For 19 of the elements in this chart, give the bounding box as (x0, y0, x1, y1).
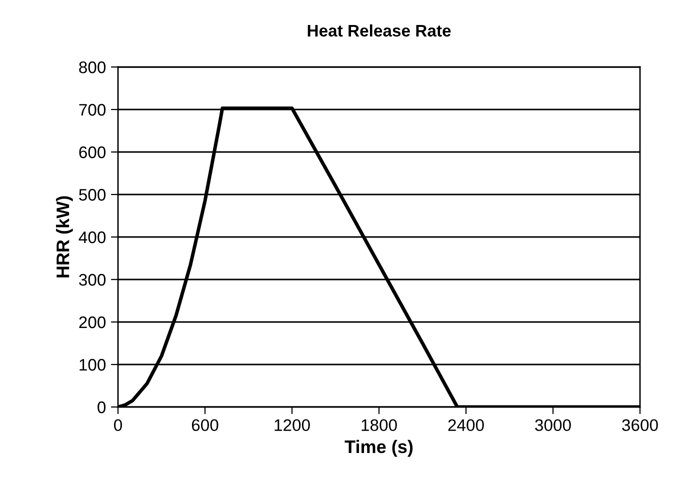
chart-title: Heat Release Rate (308, 24, 451, 37)
y-tick-label: 800 (79, 61, 106, 74)
y-axis-title: HRR (kW) (56, 196, 73, 278)
x-tick-label: 1200 (274, 419, 310, 432)
x-tick-label: 2400 (448, 419, 484, 432)
x-tick-label: 3000 (535, 419, 571, 432)
y-tick-label: 300 (79, 274, 106, 286)
x-tick-label: 0 (114, 419, 122, 432)
y-tick-label: 500 (79, 188, 106, 201)
x-tick-label: 600 (192, 419, 218, 432)
y-tick-label: 0 (98, 401, 106, 414)
x-tick-label: 1800 (362, 419, 397, 432)
y-tick-label: 700 (79, 104, 106, 116)
y-tick-label: 100 (80, 358, 106, 371)
x-tick-label: 3600 (622, 419, 658, 432)
x-axis-title: Time (s) (344, 440, 413, 457)
y-tick-label: 600 (79, 146, 106, 158)
y-tick-label: 400 (78, 231, 106, 244)
y-tick-label: 200 (79, 316, 106, 328)
